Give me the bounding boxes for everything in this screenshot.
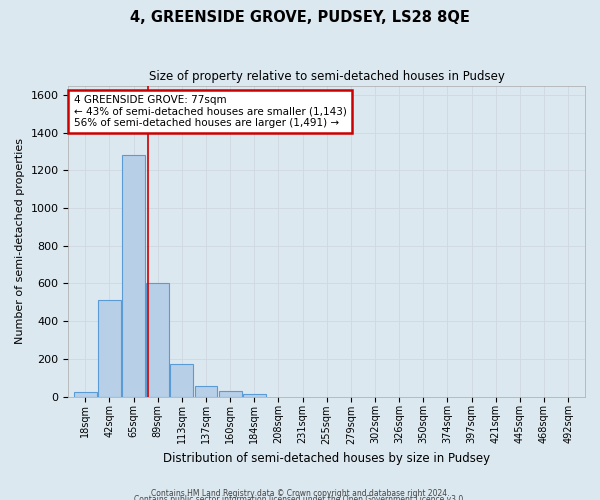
Bar [146,284,169,397]
Text: 4 GREENSIDE GROVE: 77sqm
← 43% of semi-detached houses are smaller (1,143)
56% o: 4 GREENSIDE GROVE: 77sqm ← 43% of semi-d… [74,95,346,128]
Bar [218,391,242,396]
Bar [74,392,97,396]
Bar [170,364,193,396]
Bar [194,386,217,396]
Text: 4, GREENSIDE GROVE, PUDSEY, LS28 8QE: 4, GREENSIDE GROVE, PUDSEY, LS28 8QE [130,10,470,25]
Title: Size of property relative to semi-detached houses in Pudsey: Size of property relative to semi-detach… [149,70,505,83]
Bar [122,156,145,396]
Y-axis label: Number of semi-detached properties: Number of semi-detached properties [15,138,25,344]
Text: Contains public sector information licensed under the Open Government Licence v3: Contains public sector information licen… [134,495,466,500]
X-axis label: Distribution of semi-detached houses by size in Pudsey: Distribution of semi-detached houses by … [163,452,490,465]
Bar [98,300,121,396]
Bar [243,394,266,396]
Text: Contains HM Land Registry data © Crown copyright and database right 2024.: Contains HM Land Registry data © Crown c… [151,488,449,498]
